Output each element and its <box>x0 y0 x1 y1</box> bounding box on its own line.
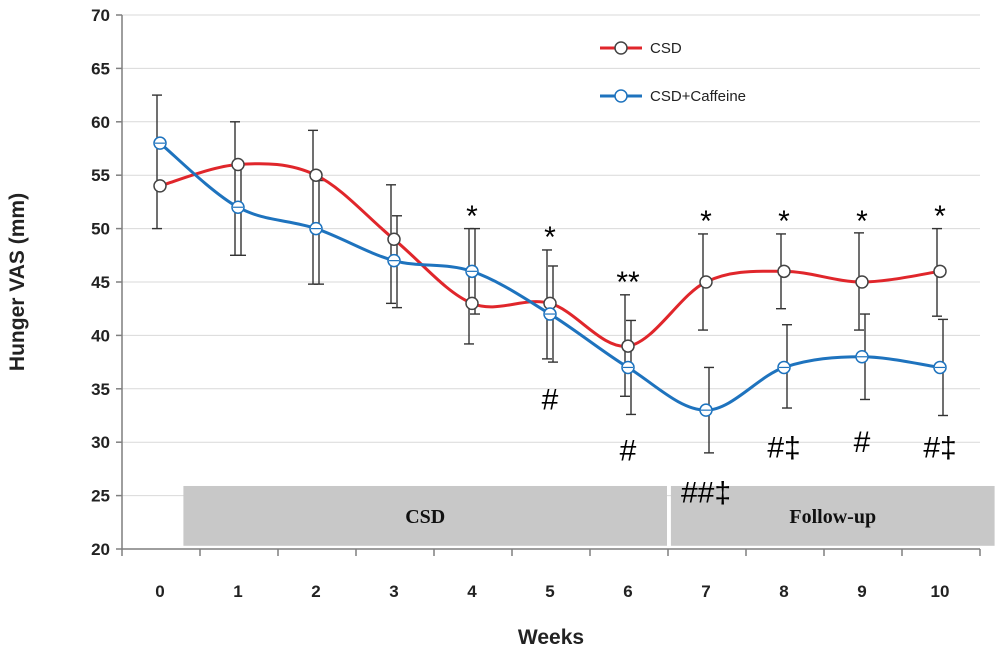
x-ticks: 0 1 2 3 4 5 6 7 8 9 10 <box>121 549 981 601</box>
phase-band-1 <box>670 485 995 546</box>
annotation-12: #‡ <box>923 432 956 465</box>
y-tick-label-60: 60 <box>91 113 110 132</box>
x-tick-label-6: 6 <box>623 582 632 601</box>
annotation-10: #‡ <box>767 432 800 465</box>
x-tick-label-9: 9 <box>857 582 866 601</box>
annotation-4: * <box>778 205 790 238</box>
y-tick-label-65: 65 <box>91 59 110 78</box>
x-tick-label-1: 1 <box>233 582 242 601</box>
annotation-6: * <box>934 200 946 233</box>
y-tick-label-45: 45 <box>91 273 110 292</box>
series-1 <box>236 163 948 454</box>
y-axis-title: Hunger VAS (mm) <box>6 193 29 371</box>
y-tick-label-25: 25 <box>91 487 110 506</box>
phase-band-0 <box>183 485 667 546</box>
x-tick-label-4: 4 <box>467 582 477 601</box>
annotations: ***** * * *####‡#‡ # #‡ <box>466 200 957 510</box>
x-tick-label-10: 10 <box>931 582 950 601</box>
x-tick-label-3: 3 <box>389 582 398 601</box>
x-tick-label-8: 8 <box>779 582 788 601</box>
x-tick-label-0: 0 <box>155 582 164 601</box>
phase-bands: CSD Follow-up <box>183 485 995 546</box>
grid-lines <box>122 14 980 497</box>
phase-label-0: CSD <box>405 506 445 528</box>
legend-label-0: CSD <box>650 40 682 57</box>
annotation-1: * <box>544 221 556 254</box>
data-point-0-10 <box>933 264 947 279</box>
y-tick-label-55: 55 <box>91 166 110 185</box>
data-point-0-1 <box>231 157 245 172</box>
annotation-11: # <box>854 426 871 459</box>
annotation-3: * <box>700 205 712 238</box>
y-tick-label-35: 35 <box>91 380 110 399</box>
y-tick-label-50: 50 <box>91 220 110 239</box>
y-tick-label-40: 40 <box>91 326 110 345</box>
annotation-8: # <box>620 435 637 468</box>
y-tick-label-20: 20 <box>91 540 110 559</box>
annotation-5: * <box>856 205 868 238</box>
data-point-0-9 <box>855 275 869 289</box>
x-axis-title: Weeks <box>518 626 584 649</box>
data-point-0-2 <box>309 168 323 182</box>
x-tick-label-5: 5 <box>545 582 554 601</box>
data-point-0-6 <box>621 339 635 353</box>
legend-marker-1 <box>614 89 628 103</box>
legend: CSD CSD+Caffeine <box>600 40 746 105</box>
annotation-2: ** <box>616 266 640 299</box>
data-point-0-0 <box>153 179 167 193</box>
data-point-0-8 <box>777 264 791 279</box>
y-tick-label-30: 30 <box>91 433 110 452</box>
data-point-0-7 <box>699 275 713 289</box>
series <box>152 94 948 454</box>
phase-label-1: Follow-up <box>789 506 876 528</box>
legend-marker-0 <box>614 41 628 55</box>
y-ticks: 20 25 30 35 40 45 50 55 60 65 70 <box>91 6 122 559</box>
annotation-9: ##‡ <box>681 476 731 509</box>
y-tick-label-70: 70 <box>91 6 110 25</box>
data-point-0-3 <box>387 232 401 247</box>
series-line-group-0 <box>153 157 947 353</box>
annotation-0: * <box>466 200 478 233</box>
annotation-7: # <box>542 383 559 416</box>
data-point-0-4 <box>465 296 479 311</box>
legend-label-1: CSD+Caffeine <box>650 88 746 105</box>
series-line-group-1 <box>153 136 947 417</box>
x-tick-label-2: 2 <box>311 582 320 601</box>
x-tick-label-7: 7 <box>701 582 710 601</box>
